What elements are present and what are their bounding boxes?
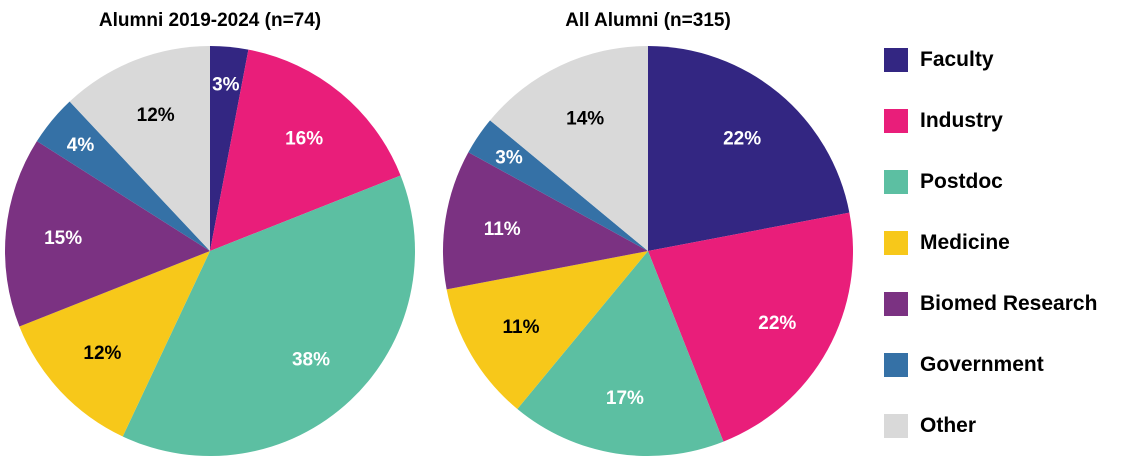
legend-label-biomed-research: Biomed Research	[920, 292, 1098, 315]
slice-label-government: 4%	[67, 135, 95, 156]
pie-slice-biomed-research	[5, 141, 211, 327]
legend-label-faculty: Faculty	[920, 48, 994, 71]
pie-chart-recent: 3% 16% 38% 12% 15% 4% 12%	[5, 46, 415, 456]
legend-item-medicine: Medicine	[884, 228, 1010, 258]
legend-item-faculty: Faculty	[884, 45, 994, 75]
legend-label-industry: Industry	[920, 109, 1003, 132]
chart-title-recent: Alumni 2019-2024 (n=74)	[99, 10, 321, 31]
legend-label-other: Other	[920, 414, 977, 437]
slice-label-biomed-research: 15%	[44, 228, 82, 249]
pie-slice-faculty	[210, 46, 249, 251]
slice-label-other: 12%	[137, 105, 175, 126]
slice-label-government: 3%	[495, 148, 523, 169]
legend-item-industry: Industry	[884, 106, 1003, 136]
pie-slice-medicine	[19, 251, 211, 437]
chart-title-all: All Alumni (n=315)	[565, 10, 731, 31]
pie-slice-government	[36, 101, 210, 251]
legend-item-government: Government	[884, 350, 1044, 380]
legend-label-postdoc: Postdoc	[920, 170, 1003, 193]
slice-label-faculty: 22%	[723, 128, 761, 149]
legend-swatch-postdoc	[884, 170, 908, 194]
pie-slice-biomed-research	[443, 152, 648, 290]
slice-label-postdoc: 38%	[292, 350, 330, 371]
pie-slice-postdoc	[517, 251, 724, 456]
pie-slice-other	[69, 46, 210, 251]
legend-item-other: Other	[884, 411, 976, 441]
legend-label-medicine: Medicine	[920, 231, 1010, 254]
slice-label-medicine: 11%	[503, 317, 540, 338]
legend-item-postdoc: Postdoc	[884, 167, 1003, 197]
slice-label-biomed-research: 11%	[484, 219, 521, 240]
legend-item-biomed-research: Biomed Research	[884, 289, 1097, 319]
legend-swatch-biomed-research	[884, 292, 908, 316]
slice-label-postdoc: 17%	[606, 388, 644, 409]
pie-slice-government	[468, 120, 648, 251]
pie-slice-industry	[648, 212, 854, 442]
slice-label-other: 14%	[566, 108, 604, 129]
slice-label-industry: 22%	[758, 313, 796, 334]
slice-label-medicine: 12%	[83, 343, 121, 364]
legend-swatch-medicine	[884, 231, 908, 255]
pie-slice-other	[490, 46, 648, 251]
slice-label-industry: 16%	[285, 128, 323, 149]
pie-slice-postdoc	[122, 175, 415, 456]
pie-slice-industry	[210, 49, 401, 251]
slice-label-faculty: 3%	[212, 75, 240, 96]
legend-swatch-government	[884, 353, 908, 377]
legend-swatch-other	[884, 414, 908, 438]
pie-chart-all: 22% 22% 17% 11% 11% 3% 14%	[443, 46, 854, 456]
legend-swatch-faculty	[884, 48, 908, 72]
pie-slice-faculty	[648, 46, 850, 251]
legend-swatch-industry	[884, 109, 908, 133]
legend-label-government: Government	[920, 353, 1044, 376]
pie-slice-medicine	[446, 251, 648, 409]
